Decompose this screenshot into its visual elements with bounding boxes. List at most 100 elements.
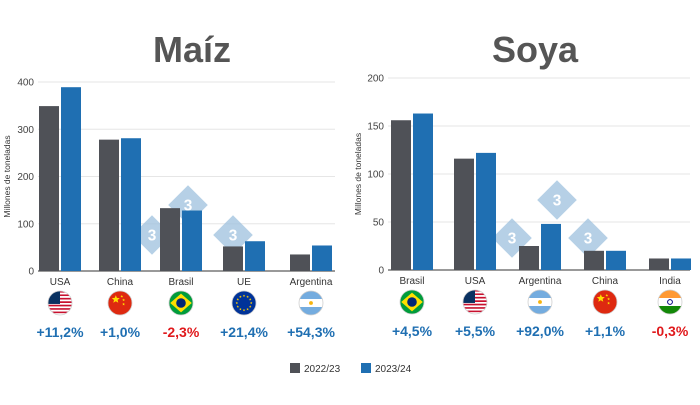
flag-star [607,301,610,305]
flag-field [108,291,132,315]
flag-star [239,295,242,298]
flag-outline [298,290,324,316]
flag-star [122,298,125,302]
y-tick-label: 0 [378,266,384,277]
y-axis-label: Millones de toneladas [2,135,12,217]
bar-2023-24 [413,113,433,271]
x-tick-label: Argentina [519,276,562,287]
watermark-diamond [568,218,608,258]
argentina-flag-icon [299,291,323,315]
legend-label-2023-24: 2023/24 [375,364,412,375]
flag-stripe [463,310,487,313]
watermark-digit: 3 [553,193,562,210]
china-flag-icon [593,290,617,314]
watermark-digit: 3 [184,198,193,215]
flag-outline [462,289,488,315]
flag-outline [592,289,618,315]
change-label: +1,0% [100,324,141,340]
flag-star [122,302,125,306]
flag-outline [107,290,133,316]
x-tick-label: Argentina [290,277,333,288]
flag-stripe [48,309,72,312]
flag-stripe [463,307,487,309]
bar-2023-24 [671,258,691,270]
x-tick-label: Brasil [399,276,424,287]
bar-2022-23 [391,120,411,271]
change-label: +21,4% [220,324,268,340]
chart-bars-0: USA +11,2% China +1,0% Brasil -2,3% UE +21,4% Ar… [36,87,335,340]
bar-2023-24 [541,223,561,270]
watermark-logo: 3 [568,218,608,258]
flag-outline [231,290,257,316]
y-tick-label: 100 [367,170,384,181]
flag-outline [657,289,683,315]
legend-swatch-2023-24 [361,363,371,373]
flag-stripe [48,308,72,310]
flag-outline [527,289,553,315]
flag-star [239,307,242,311]
flag-star [242,308,246,312]
bar-2022-23 [454,158,474,270]
flag-globe [176,298,186,308]
flag-star [248,305,252,308]
flag-sun [538,300,542,304]
argentina-flag-icon [528,290,552,314]
change-label: +54,3% [287,324,335,340]
x-tick-label: UE [237,277,251,288]
flag-stripe [48,304,72,307]
flag-star [120,294,124,298]
x-tick-label: Brasil [168,277,193,288]
flag-stripe [463,303,487,306]
bar-2023-24 [121,138,141,271]
bar-2023-24 [245,241,265,271]
bar-2022-23 [290,254,310,271]
bar-2022-23 [584,250,604,270]
flag-star [111,295,120,303]
flag-stripe [48,306,72,309]
flag-star [242,294,246,297]
y-tick-label: 300 [17,125,34,136]
bar-2022-23 [39,106,59,271]
y-axis-label: Millones de toneladas [353,133,363,215]
watermark-digit: 3 [508,231,517,248]
chart-panel-1: Soya 0 50 100 150 200 Millones de toneladas [353,29,690,277]
bar-2023-24 [61,87,81,271]
change-label: +4,5% [392,323,433,339]
y-tick-label: 100 [17,219,34,230]
flag-outline [47,290,73,316]
flag-band [658,290,682,298]
legend-swatch-2022-23 [290,363,300,373]
x-tick-label: India [659,276,681,287]
flag-star [246,307,249,311]
chart-bars-1: Brasil +4,5% USA +5,5% Argentina +92,0% China +… [391,113,691,339]
india-flag-icon [658,290,682,314]
flag-outline [168,290,194,316]
flag-band [658,306,682,314]
watermark-diamond [537,180,577,220]
flag-star [596,294,605,302]
flag-stripe [463,308,487,311]
flag-stripe [463,312,487,314]
change-label: +5,5% [455,323,496,339]
flag-stripe [48,313,72,315]
eu-flag-icon [232,291,256,315]
bar-2023-24 [606,250,626,270]
x-tick-label: China [107,277,134,288]
china-flag-icon [108,291,132,315]
y-tick-label: 200 [17,172,34,183]
change-label: +11,2% [36,324,84,340]
flag-star [246,295,249,298]
bar-2022-23 [519,246,539,270]
bar-2022-23 [160,208,180,271]
flag-star [236,298,240,301]
flag-star [607,297,610,301]
flag-band [658,298,682,306]
change-label: -0,3% [652,323,689,339]
bar-2023-24 [182,210,202,271]
flag-star [236,305,240,308]
watermark-digit: 3 [229,228,238,245]
flag-star [248,298,252,301]
brazil-flag-icon [169,291,193,315]
watermark-logo: 3 [213,215,253,255]
